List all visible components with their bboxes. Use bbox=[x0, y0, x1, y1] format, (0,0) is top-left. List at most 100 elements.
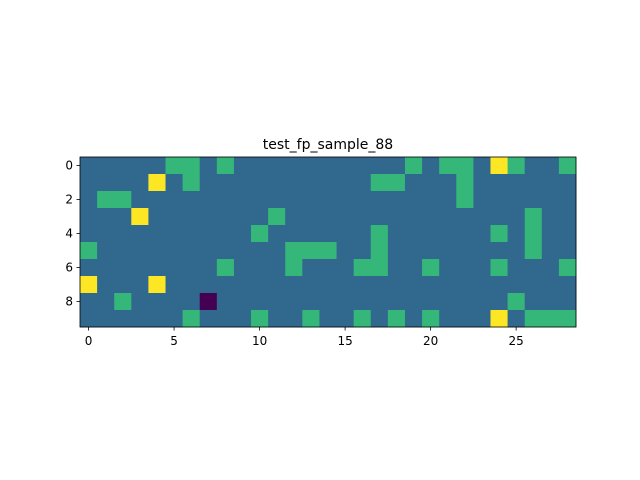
heatmap-cell bbox=[80, 259, 98, 277]
heatmap-cell bbox=[114, 276, 132, 294]
heatmap-cell bbox=[216, 242, 235, 260]
heatmap-cell bbox=[199, 225, 218, 243]
heatmap-cell bbox=[97, 225, 115, 243]
heatmap-cell bbox=[268, 157, 286, 175]
heatmap-cell bbox=[182, 191, 201, 209]
heatmap-cell bbox=[490, 242, 508, 260]
heatmap-cell bbox=[422, 225, 440, 243]
heatmap-cell bbox=[251, 225, 269, 243]
heatmap-cell bbox=[165, 293, 184, 311]
heatmap-cell bbox=[319, 242, 337, 260]
heatmap-cell bbox=[524, 191, 543, 209]
heatmap-cell bbox=[319, 293, 337, 311]
y-tick-label: 8 bbox=[65, 295, 73, 309]
heatmap-cell bbox=[507, 310, 526, 328]
heatmap-cell bbox=[199, 174, 218, 192]
y-tick-label: 6 bbox=[65, 261, 73, 275]
heatmap-cell bbox=[114, 174, 132, 192]
heatmap-cell bbox=[490, 276, 508, 294]
heatmap-cell bbox=[490, 208, 508, 226]
heatmap-cell bbox=[558, 242, 577, 260]
heatmap-cell bbox=[268, 225, 286, 243]
heatmap-cell bbox=[251, 174, 269, 192]
heatmap-cell bbox=[490, 293, 508, 311]
heatmap-cell bbox=[131, 191, 149, 209]
heatmap-cell bbox=[490, 157, 508, 175]
heatmap-cell bbox=[524, 242, 543, 260]
y-tick-label: 4 bbox=[65, 227, 73, 241]
heatmap-cell bbox=[404, 174, 423, 192]
heatmap-cell bbox=[199, 276, 218, 294]
heatmap-cell bbox=[541, 259, 560, 277]
heatmap-cell bbox=[541, 242, 560, 260]
heatmap-cell bbox=[302, 225, 320, 243]
heatmap-cell bbox=[456, 157, 474, 175]
heatmap-cell bbox=[131, 157, 149, 175]
heatmap-cell bbox=[370, 208, 389, 226]
heatmap-cell bbox=[370, 293, 389, 311]
heatmap-cell bbox=[114, 208, 132, 226]
heatmap-cell bbox=[216, 276, 235, 294]
heatmap-cell bbox=[148, 208, 166, 226]
heatmap-cell bbox=[507, 276, 526, 294]
heatmap-cell bbox=[131, 208, 149, 226]
heatmap-cell bbox=[199, 157, 218, 175]
heatmap-cell bbox=[319, 157, 337, 175]
heatmap-cell bbox=[80, 157, 98, 175]
x-tick-label: 25 bbox=[508, 334, 523, 348]
heatmap-cell bbox=[114, 191, 132, 209]
heatmap-cell bbox=[302, 310, 320, 328]
heatmap-cell bbox=[114, 242, 132, 260]
heatmap-cell bbox=[216, 174, 235, 192]
heatmap-cell bbox=[541, 157, 560, 175]
heatmap-cell bbox=[456, 242, 474, 260]
y-axis: 0 2 4 6 8 bbox=[65, 159, 80, 309]
heatmap-cell bbox=[80, 225, 98, 243]
heatmap-cell bbox=[233, 191, 252, 209]
y-tick-label: 0 bbox=[65, 159, 73, 173]
x-tick-label: 0 bbox=[85, 334, 93, 348]
heatmap-cell bbox=[336, 225, 355, 243]
heatmap-cell bbox=[148, 293, 166, 311]
heatmap-cell bbox=[336, 276, 355, 294]
heatmap-cell bbox=[97, 259, 115, 277]
heatmap-cell bbox=[319, 310, 337, 328]
heatmap-cell bbox=[387, 225, 406, 243]
heatmap-cell bbox=[216, 208, 235, 226]
x-tick-label: 15 bbox=[337, 334, 352, 348]
heatmap-cell bbox=[353, 242, 372, 260]
heatmap-cell bbox=[319, 191, 337, 209]
heatmap-cell bbox=[268, 276, 286, 294]
heatmap-cell bbox=[490, 225, 508, 243]
heatmap-cell bbox=[353, 157, 372, 175]
heatmap-cell bbox=[148, 174, 166, 192]
heatmap-cell bbox=[387, 242, 406, 260]
heatmap-cell bbox=[148, 242, 166, 260]
heatmap-cell bbox=[370, 225, 389, 243]
heatmap-cell bbox=[165, 259, 184, 277]
heatmap-cell bbox=[233, 208, 252, 226]
heatmap-cell bbox=[336, 208, 355, 226]
heatmap-cell bbox=[251, 276, 269, 294]
heatmap-cell bbox=[216, 293, 235, 311]
heatmap-cell bbox=[404, 276, 423, 294]
heatmap-cell bbox=[165, 208, 184, 226]
heatmap-cell bbox=[80, 310, 98, 328]
heatmap-cell bbox=[541, 208, 560, 226]
heatmap-cell bbox=[319, 225, 337, 243]
heatmap-cell bbox=[148, 276, 166, 294]
heatmap-cell bbox=[370, 157, 389, 175]
heatmap-cell bbox=[97, 157, 115, 175]
heatmap-cell bbox=[507, 225, 526, 243]
heatmap-cell bbox=[199, 293, 218, 311]
heatmap-cell bbox=[558, 208, 577, 226]
heatmap-cell bbox=[233, 276, 252, 294]
heatmap-cell bbox=[336, 191, 355, 209]
heatmap-cell bbox=[473, 293, 491, 311]
plot-frame bbox=[79, 156, 577, 328]
heatmap-cell bbox=[233, 310, 252, 328]
heatmap-cell bbox=[268, 259, 286, 277]
heatmap-cell bbox=[97, 208, 115, 226]
heatmap-cell bbox=[387, 276, 406, 294]
heatmap-cell bbox=[285, 242, 303, 260]
